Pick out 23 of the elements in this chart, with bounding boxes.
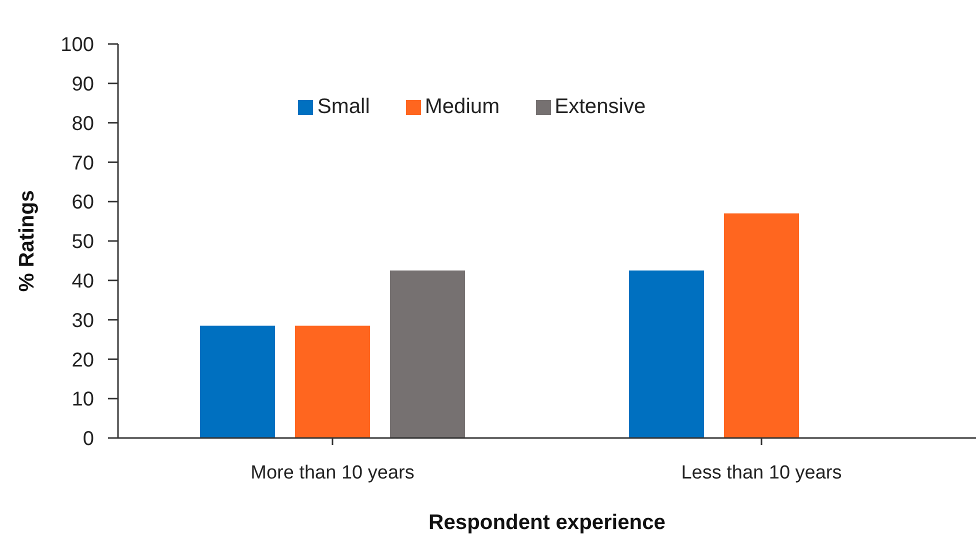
x-axis-title: Respondent experience	[428, 511, 666, 534]
y-tick-label: 10	[72, 388, 94, 411]
legend-label: Small	[317, 95, 370, 118]
y-tick-label: 40	[72, 270, 94, 292]
y-tick-label: 0	[82, 428, 94, 450]
y-tick-label: 30	[72, 310, 94, 332]
bar	[390, 270, 465, 438]
legend-label: Extensive	[554, 95, 646, 118]
y-tick-label: 60	[72, 192, 94, 214]
y-axis-title: % Ratings	[15, 190, 38, 292]
y-tick-label: 50	[72, 231, 94, 254]
bar	[629, 270, 704, 438]
bar	[200, 326, 275, 438]
y-tick-label: 100	[60, 34, 94, 56]
legend-label: Medium	[424, 95, 500, 118]
bar	[295, 326, 370, 438]
x-tick-label: More than 10 years	[250, 462, 414, 484]
x-tick-label: Less than 10 years	[681, 462, 842, 484]
y-tick-label: 20	[72, 349, 94, 372]
bar	[724, 213, 799, 438]
y-tick-label: 70	[72, 152, 94, 174]
y-tick-label: 80	[72, 112, 94, 135]
y-tick-label: 90	[72, 74, 94, 96]
